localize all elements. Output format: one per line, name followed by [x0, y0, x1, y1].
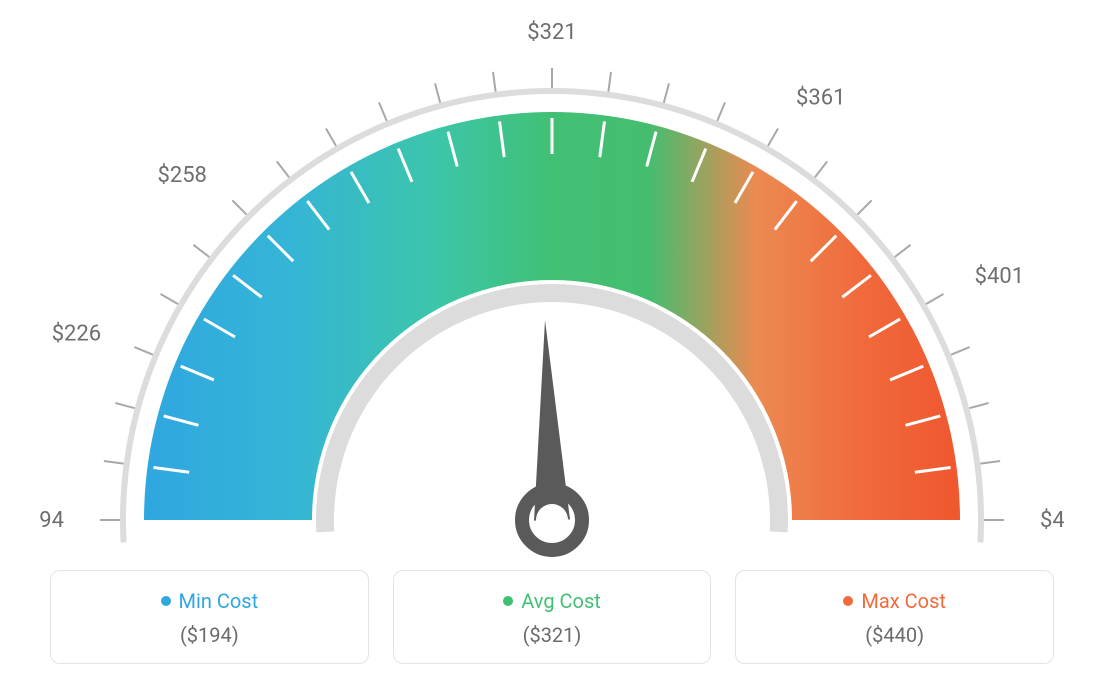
chart-container: $194 $226 $258 $321 $361 $401 $440 Min Cost ($… [0, 0, 1104, 690]
legend-top-avg: Avg Cost [404, 589, 701, 613]
svg-text:$226: $226 [52, 321, 101, 346]
svg-text:$440: $440 [1040, 508, 1064, 533]
svg-text:$401: $401 [975, 264, 1024, 289]
dot-icon [161, 596, 171, 606]
legend-label: Min Cost [179, 589, 259, 613]
legend-card-max: Max Cost ($440) [735, 570, 1054, 664]
legend-label: Avg Cost [521, 589, 601, 613]
legend-value: ($440) [746, 623, 1043, 647]
svg-text:$361: $361 [796, 85, 845, 110]
legend-card-avg: Avg Cost ($321) [393, 570, 712, 664]
svg-text:$321: $321 [527, 20, 576, 45]
gauge-chart: $194 $226 $258 $321 $361 $401 $440 [40, 20, 1064, 560]
svg-text:$194: $194 [40, 508, 64, 533]
legend-card-min: Min Cost ($194) [50, 570, 369, 664]
legend-row: Min Cost ($194) Avg Cost ($321) Max Cost… [40, 570, 1064, 664]
legend-top-min: Min Cost [61, 589, 358, 613]
legend-value: ($194) [61, 623, 358, 647]
legend-value: ($321) [404, 623, 701, 647]
svg-text:$258: $258 [157, 163, 206, 188]
gauge-svg: $194 $226 $258 $321 $361 $401 $440 [40, 20, 1064, 560]
legend-top-max: Max Cost [746, 589, 1043, 613]
dot-icon [843, 596, 853, 606]
dot-icon [503, 596, 513, 606]
legend-label: Max Cost [861, 589, 946, 613]
